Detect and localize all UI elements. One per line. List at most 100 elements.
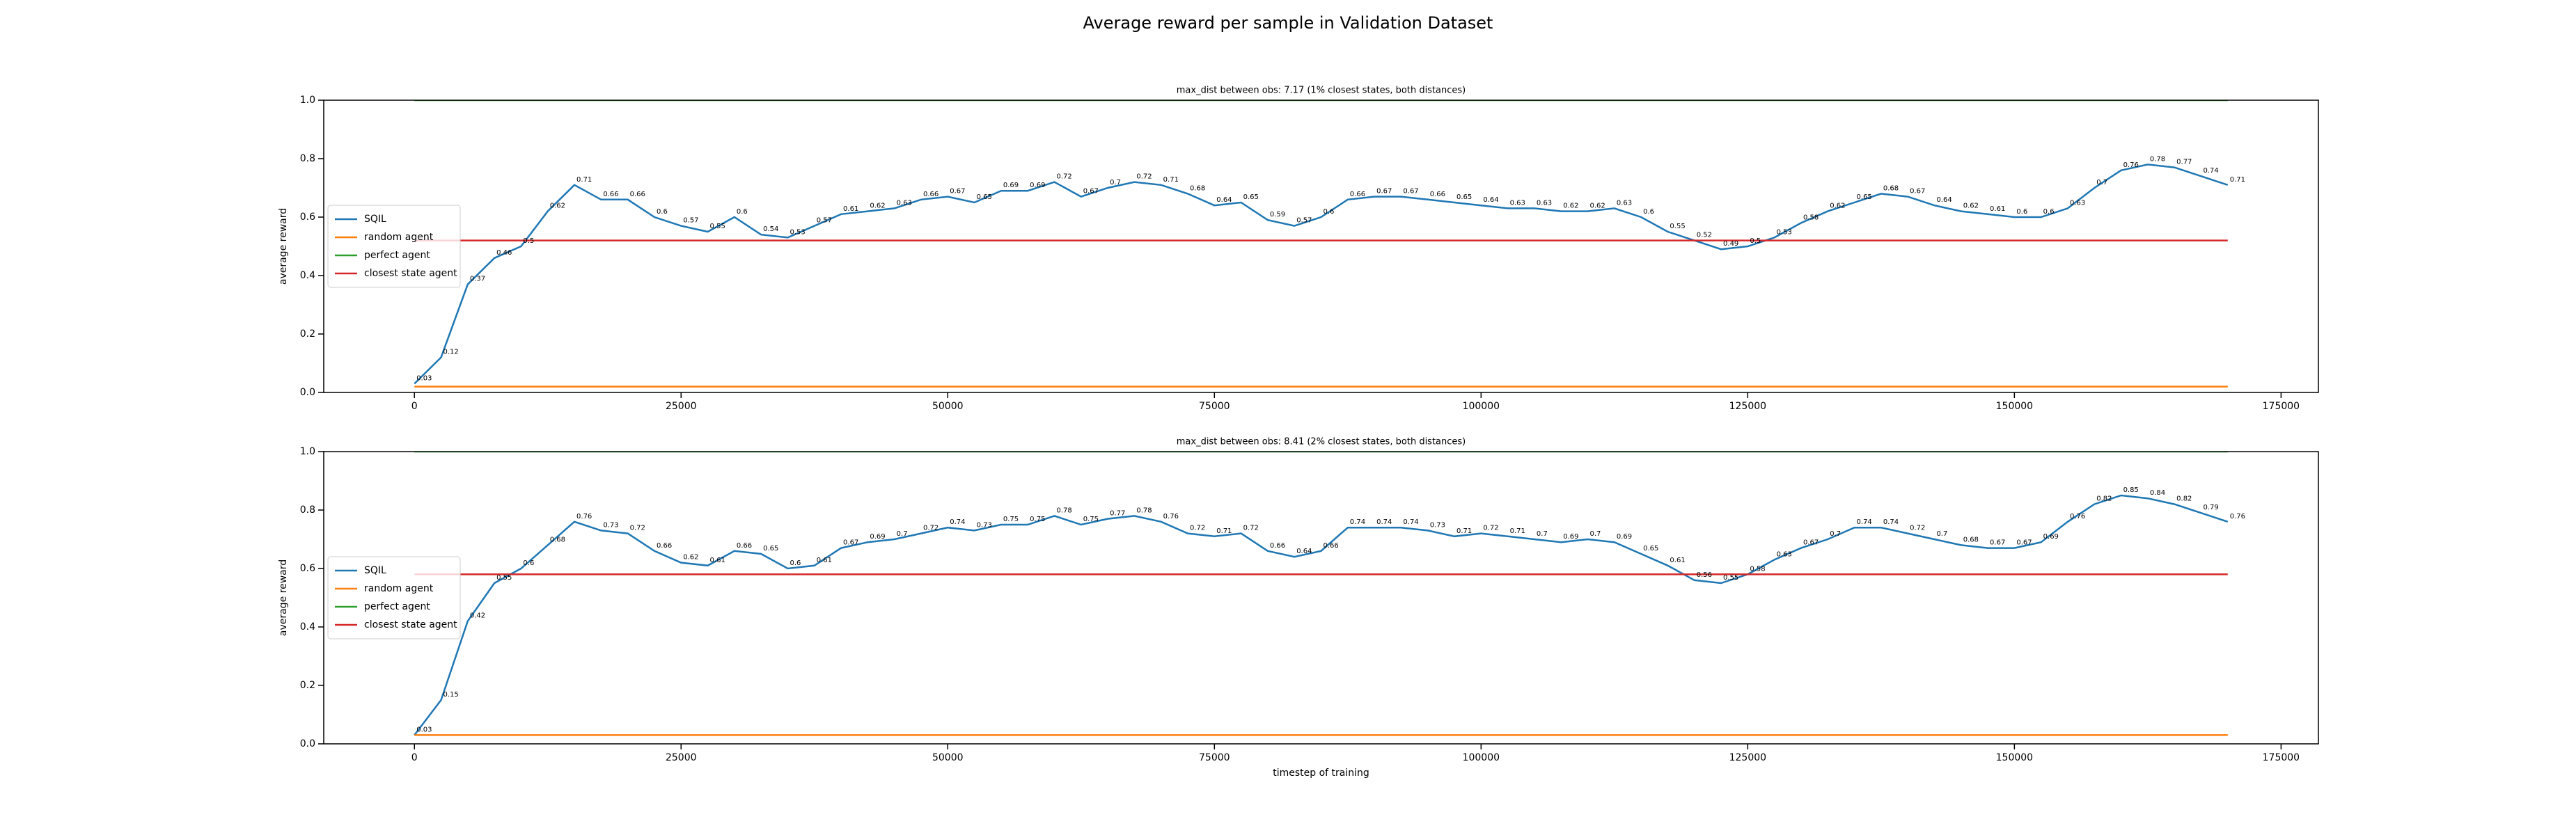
data-label: 0.65: [1857, 193, 1872, 201]
x-tick-label: 150000: [1996, 752, 2033, 763]
data-label: 0.66: [1350, 191, 1365, 198]
data-label: 0.65: [1643, 545, 1658, 552]
y-tick-label: 0.6: [300, 212, 315, 223]
data-label: 0.58: [1750, 565, 1765, 573]
axes-title: max_dist between obs: 7.17 (1% closest s…: [1177, 86, 1466, 96]
data-label: 0.82: [2096, 495, 2112, 503]
y-tick-label: 1.0: [300, 95, 315, 106]
data-label: 0.74: [1403, 518, 1418, 526]
data-label: 0.69: [2043, 533, 2059, 541]
x-tick-label: 25000: [666, 752, 697, 763]
data-label: 0.66: [1324, 542, 1339, 550]
data-label: 0.71: [1163, 176, 1179, 184]
legend-label: perfect agent: [364, 250, 430, 261]
data-label: 0.75: [1030, 516, 1045, 523]
data-label: 0.71: [1456, 527, 1472, 535]
data-label: 0.7: [1110, 179, 1121, 186]
data-label: 0.76: [2230, 513, 2245, 520]
figure-title: Average reward per sample in Validation …: [1083, 13, 1493, 33]
data-label: 0.82: [2176, 495, 2192, 503]
y-tick-label: 0.2: [300, 680, 315, 691]
y-tick-label: 0.4: [300, 621, 315, 633]
data-label: 0.63: [1777, 550, 1792, 558]
data-label: 0.61: [710, 557, 725, 564]
data-label: 0.79: [2203, 504, 2218, 511]
y-tick-label: 0.2: [300, 328, 315, 340]
x-tick-label: 100000: [1463, 752, 1500, 763]
data-label: 0.72: [923, 525, 938, 532]
x-tick-label: 175000: [2263, 752, 2300, 763]
data-label: 0.67: [1083, 188, 1099, 196]
x-tick-label: 25000: [666, 401, 697, 412]
data-label: 0.67: [1990, 539, 2005, 547]
data-label: 0.65: [977, 193, 992, 201]
data-label: 0.62: [1590, 202, 1605, 210]
x-tick-label: 125000: [1729, 401, 1766, 412]
y-tick-label: 0.0: [300, 387, 315, 398]
legend-box: [327, 205, 461, 288]
data-label: 0.74: [1376, 518, 1392, 526]
data-label: 0.62: [1830, 202, 1845, 210]
data-label: 0.65: [1243, 193, 1259, 201]
data-label: 0.61: [1990, 205, 2005, 213]
data-label: 0.75: [1003, 516, 1019, 523]
data-label: 0.74: [950, 518, 965, 526]
data-label: 0.67: [2016, 539, 2032, 547]
data-label: 0.65: [763, 545, 778, 552]
axes-frame: [323, 451, 2319, 745]
data-label: 0.74: [1857, 518, 1872, 526]
x-tick-label: 75000: [1199, 752, 1230, 763]
series-line: [414, 494, 2229, 736]
y-tick-label: 0.8: [300, 153, 315, 164]
data-label: 0.58: [1803, 214, 1819, 221]
data-label: 0.68: [550, 536, 565, 543]
data-label: 0.72: [1136, 173, 1152, 181]
data-label: 0.64: [1483, 196, 1498, 204]
data-label: 0.53: [790, 228, 805, 236]
legend-label: SQIL: [364, 565, 386, 576]
data-label: 0.72: [630, 525, 645, 532]
data-label: 0.7: [2096, 179, 2107, 186]
data-label: 0.69: [1030, 182, 1045, 189]
data-label: 0.7: [897, 530, 908, 538]
x-tick-label: 50000: [932, 401, 964, 412]
data-label: 0.12: [443, 349, 459, 356]
data-label: 0.69: [1003, 182, 1019, 189]
data-label: 0.6: [523, 559, 534, 567]
y-axis-label: average reward: [278, 559, 289, 636]
data-label: 0.78: [1056, 507, 1071, 514]
x-tick-label: 0: [411, 752, 418, 763]
data-label: 0.5: [523, 237, 534, 245]
data-label: 0.72: [1910, 525, 1925, 532]
x-tick-label: 175000: [2263, 401, 2300, 412]
data-label: 0.65: [1456, 193, 1472, 201]
data-label: 0.55: [710, 223, 725, 230]
data-label: 0.73: [603, 521, 618, 529]
data-label: 0.59: [1270, 211, 1285, 218]
data-label: 0.56: [1697, 571, 1712, 579]
data-label: 0.78: [2150, 155, 2165, 163]
data-label: 0.71: [2230, 176, 2245, 184]
data-label: 0.68: [1963, 536, 1979, 543]
data-label: 0.64: [1296, 548, 1312, 555]
data-label: 0.66: [1270, 542, 1285, 550]
legend-label: random agent: [364, 232, 434, 243]
data-label: 0.62: [550, 202, 565, 210]
data-label: 0.67: [1403, 188, 1418, 196]
data-label: 0.67: [1376, 188, 1392, 196]
data-label: 0.71: [576, 176, 592, 184]
data-label: 0.72: [1243, 525, 1259, 532]
data-label: 0.74: [1350, 518, 1365, 526]
data-label: 0.62: [1963, 202, 1979, 210]
data-label: 0.6: [1324, 208, 1335, 216]
data-label: 0.63: [1510, 199, 1525, 207]
data-label: 0.68: [1190, 184, 1205, 192]
data-label: 0.49: [1723, 240, 1738, 248]
data-label: 0.53: [1777, 228, 1792, 236]
data-label: 0.63: [2070, 199, 2085, 207]
data-label: 0.68: [1883, 184, 1899, 192]
axes-frame: [323, 100, 2319, 393]
legend-label: SQIL: [364, 214, 386, 225]
